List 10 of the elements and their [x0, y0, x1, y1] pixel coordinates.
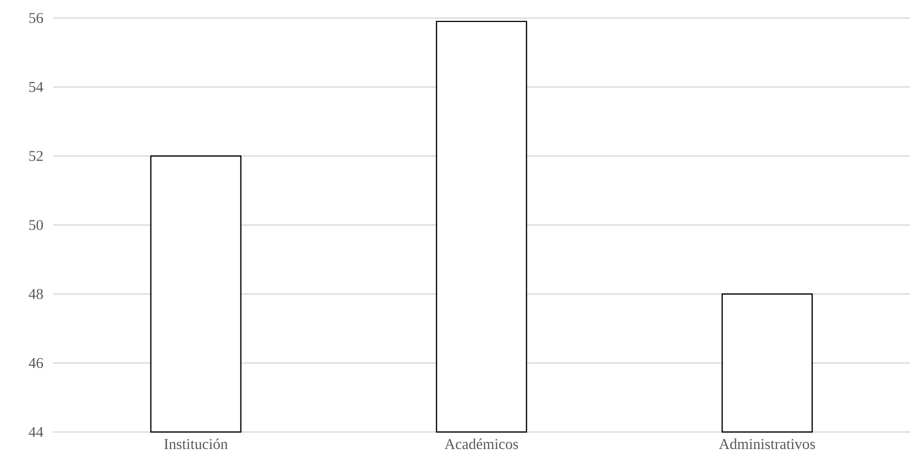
- x-tick-label: Institución: [164, 438, 228, 450]
- y-tick-label: 54: [29, 82, 44, 92]
- y-tick-label: 50: [29, 220, 43, 230]
- y-tick-label: 52: [29, 150, 43, 162]
- x-tick-label: Académicos: [444, 438, 518, 450]
- y-tick-label: 46: [28, 358, 44, 368]
- x-tick-label: Administrativos: [718, 438, 815, 450]
- y-tick-label: 44: [28, 427, 44, 437]
- y-tick-label: 56: [29, 12, 44, 24]
- y-tick-label: 48: [28, 288, 43, 300]
